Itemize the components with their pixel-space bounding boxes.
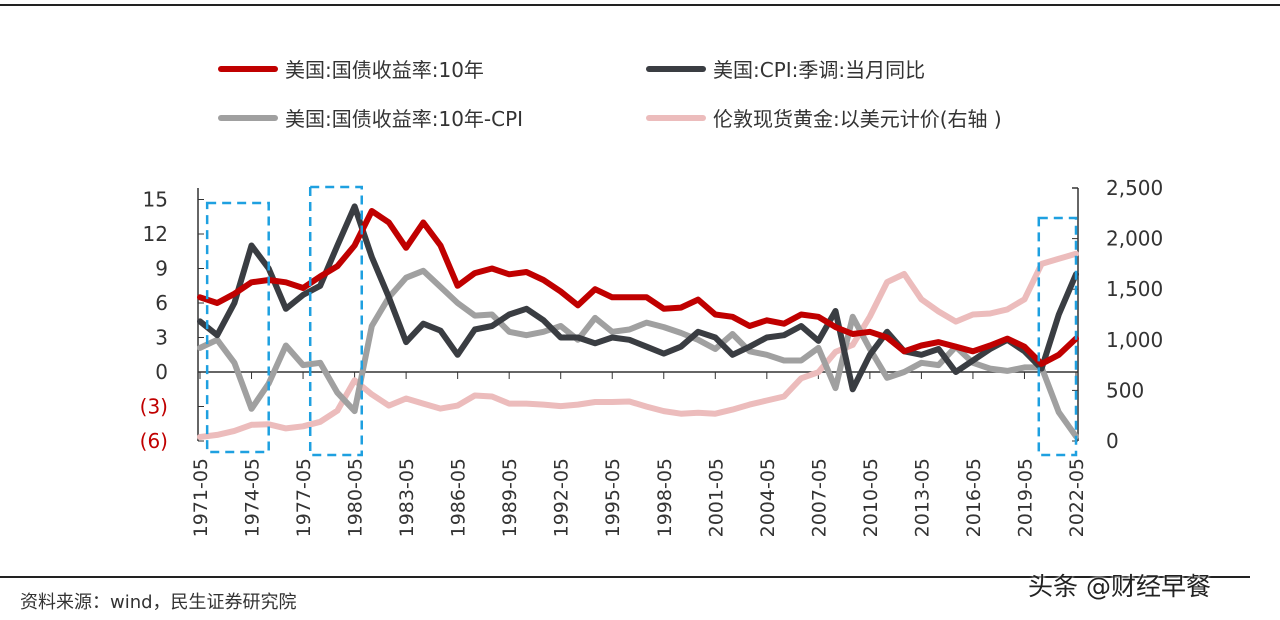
x-axis-tick-label: 1977-05 xyxy=(293,458,315,537)
series-line-3 xyxy=(197,250,1079,440)
legend-item-gold: 伦敦现货黄金:以美元计价(右轴 ) xyxy=(646,103,1002,132)
legend-item-cpi: 美国:CPI:季调:当月同比 xyxy=(646,54,925,83)
legend-swatch xyxy=(218,114,278,121)
x-axis-tick-label: 2010-05 xyxy=(860,458,882,537)
x-axis-tick-label: 1995-05 xyxy=(602,458,624,537)
left-axis-tick-label: 0 xyxy=(155,360,168,384)
x-axis-tick-label: 1974-05 xyxy=(242,458,264,537)
right-axis-tick-label: 2,000 xyxy=(1106,227,1163,251)
x-axis-tick-label: 2013-05 xyxy=(911,458,933,537)
legend-item-treasury-yield: 美国:国债收益率:10年 xyxy=(218,54,484,83)
highlight-box xyxy=(308,185,363,457)
x-axis-tick-label: 2019-05 xyxy=(1014,458,1036,537)
x-axis-tick-label: 1983-05 xyxy=(396,458,418,537)
x-axis-tick-label: 1992-05 xyxy=(551,458,573,537)
right-axis-tick-label: 1,500 xyxy=(1106,277,1163,301)
legend-item-real-yield: 美国:国债收益率:10年-CPI xyxy=(218,103,523,132)
legend-label: 美国:CPI:季调:当月同比 xyxy=(713,58,926,82)
x-axis-tick-label: 2001-05 xyxy=(705,458,727,537)
watermark: 头条 @财经早餐 xyxy=(1028,572,1211,601)
right-axis-tick-label: 1,000 xyxy=(1106,328,1163,352)
x-axis-tick-label: 2016-05 xyxy=(963,458,985,537)
highlight-box xyxy=(1037,216,1078,457)
left-axis-tick-label: 12 xyxy=(143,222,168,246)
legend-label: 美国:国债收益率:10年-CPI xyxy=(285,107,524,131)
x-axis-tick-label: 1998-05 xyxy=(654,458,676,537)
legend-swatch xyxy=(646,65,706,72)
x-axis-tick-label: 1986-05 xyxy=(448,458,470,537)
left-axis-tick-label: 9 xyxy=(155,257,168,281)
x-axis-tick-label: 1980-05 xyxy=(345,458,367,537)
left-axis-tick-label: 6 xyxy=(155,291,168,315)
right-axis-tick-label: 500 xyxy=(1106,378,1144,402)
legend-swatch xyxy=(646,114,706,121)
left-axis-tick-label: 15 xyxy=(143,188,168,212)
right-axis-tick-label: 0 xyxy=(1106,429,1119,453)
x-axis-tick-label: 2004-05 xyxy=(757,458,779,537)
highlight-box xyxy=(205,201,270,454)
x-axis-tick-label: 2007-05 xyxy=(808,458,830,537)
x-axis-tick-label: 2022-05 xyxy=(1066,458,1088,537)
x-axis-tick-label: 1989-05 xyxy=(499,458,521,537)
left-axis-tick-label: 3 xyxy=(155,326,168,350)
left-axis-tick-label: (3) xyxy=(140,395,168,419)
legend-swatch xyxy=(218,65,278,72)
series-line-0 xyxy=(197,208,1079,367)
source-note: 资料来源：wind，民生证券研究院 xyxy=(20,592,297,613)
x-axis-tick-label: 1971-05 xyxy=(190,458,212,537)
legend-label: 美国:国债收益率:10年 xyxy=(285,58,484,82)
series-line-2 xyxy=(197,267,1079,440)
left-axis-tick-label: (6) xyxy=(140,429,168,453)
legend-label: 伦敦现货黄金:以美元计价(右轴 ) xyxy=(713,107,1002,131)
series-line-1 xyxy=(197,203,1079,393)
right-axis-tick-label: 2,500 xyxy=(1106,176,1163,200)
